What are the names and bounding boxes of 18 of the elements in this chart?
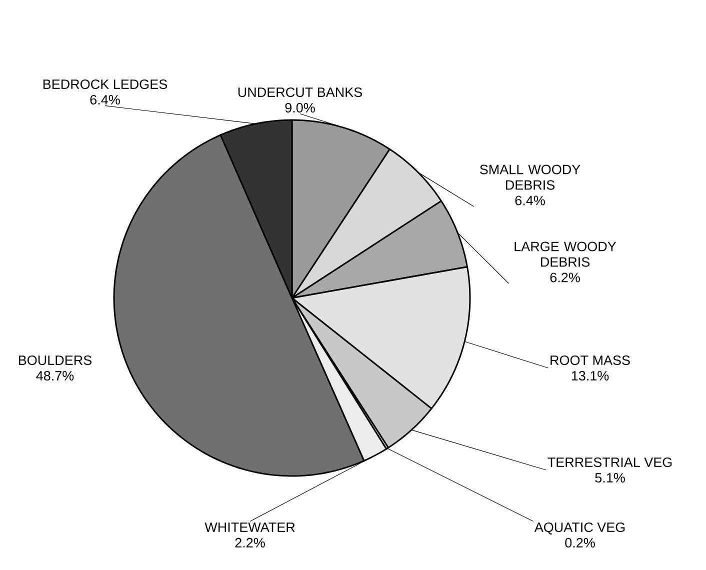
slice-label: BEDROCK LEDGES	[43, 79, 168, 90]
data-label: 5.1%	[595, 473, 625, 483]
slice-label: BOULDERS	[18, 355, 92, 366]
slice-label: SMALL WOODY DEBRIS	[480, 164, 580, 190]
data-label: 0.2%	[565, 538, 595, 548]
slice-label: UNDERCUT BANKS	[238, 87, 362, 98]
data-label: 9.0%	[285, 102, 315, 113]
slice-label: WHITEWATER	[204, 522, 295, 532]
slice-label: AQUATIC VEG	[534, 522, 625, 534]
slice-label: TERRESTRIAL VEG	[548, 457, 672, 468]
slice-label: ROOT MASS	[550, 355, 630, 366]
data-label: 13.1%	[572, 370, 609, 381]
data-label: 6.2%	[550, 272, 580, 282]
data-label: 6.4%	[90, 94, 120, 105]
data-label: 48.7%	[36, 370, 74, 381]
slice-label: LARGE WOODY DEBRIS	[514, 242, 616, 267]
data-label: 6.4%	[515, 196, 545, 206]
data-label: 2.2%	[235, 538, 265, 548]
